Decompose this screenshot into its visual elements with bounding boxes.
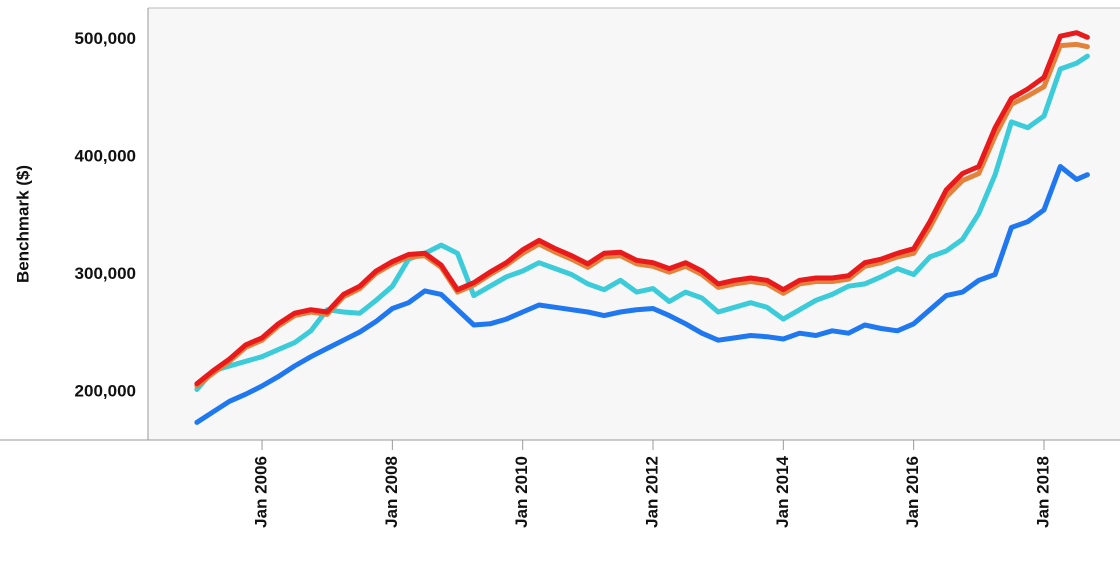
x-tick-label: Jan 2006 — [252, 456, 271, 528]
plot-area — [148, 8, 1120, 440]
y-tick-label: 500,000 — [75, 29, 136, 48]
series-line — [194, 53, 1090, 392]
y-tick-label: 400,000 — [75, 147, 136, 166]
x-tick-label: Jan 2008 — [382, 456, 401, 528]
x-tick-label: Jan 2010 — [512, 456, 531, 528]
y-tick-label: 300,000 — [75, 264, 136, 283]
y-axis-title: Benchmark ($) — [13, 165, 32, 283]
x-tick-label: Jan 2016 — [903, 456, 922, 528]
x-tick-label: Jan 2014 — [773, 455, 792, 527]
y-tick-label: 200,000 — [75, 381, 136, 400]
series-line — [194, 30, 1090, 387]
x-tick-label: Jan 2012 — [642, 456, 661, 528]
series-line — [194, 164, 1090, 425]
x-tick-label: Jan 2018 — [1033, 456, 1052, 528]
